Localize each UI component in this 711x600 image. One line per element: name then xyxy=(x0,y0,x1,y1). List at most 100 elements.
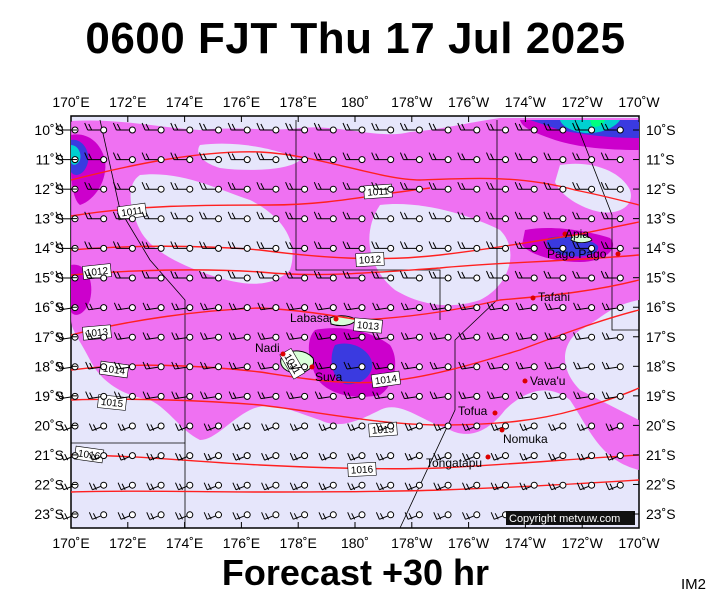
wind-barb xyxy=(313,182,337,193)
wind-barb xyxy=(347,452,366,461)
lat-label-left: 16˚S xyxy=(34,299,64,315)
lon-label-bottom: 178˚E xyxy=(280,535,317,551)
lat-label-right: 16˚S xyxy=(646,299,676,315)
wind-barb xyxy=(170,270,194,282)
lat-label-left: 18˚S xyxy=(34,358,64,374)
place-label-apia: Apia xyxy=(565,227,589,241)
place-label-labasa: Labasa xyxy=(290,311,330,325)
lon-label-top: 174˚E xyxy=(166,94,203,110)
place-dot xyxy=(492,410,498,416)
wind-barb xyxy=(343,332,366,341)
wind-barb xyxy=(433,481,452,491)
wind-barb xyxy=(200,332,222,341)
wind-barb xyxy=(543,122,567,134)
wind-barb xyxy=(261,452,280,461)
wind-barb xyxy=(112,182,136,193)
wind-barb xyxy=(200,302,222,312)
wind-barb xyxy=(117,422,136,431)
wind-barb xyxy=(600,241,624,252)
wind-barb xyxy=(314,391,337,400)
isobar-label: 1012 xyxy=(82,263,112,280)
wind-barb xyxy=(375,422,395,431)
wind-barb xyxy=(285,122,309,134)
wind-barb xyxy=(572,152,596,164)
wind-barb xyxy=(112,211,136,223)
lon-label-top: 176˚W xyxy=(448,94,490,110)
place-markers xyxy=(280,231,621,460)
lon-label-bottom: 170˚E xyxy=(52,535,89,551)
wind-barb xyxy=(342,270,366,282)
wind-barb xyxy=(141,241,165,252)
wind-barb xyxy=(605,481,624,491)
copyright-box: Copyright metvuw.com xyxy=(506,511,635,525)
lat-label-left: 10˚S xyxy=(34,122,64,138)
wind-barb xyxy=(256,182,280,193)
wind-barb xyxy=(490,481,509,491)
wind-barb xyxy=(142,302,165,312)
wind-barb xyxy=(227,152,251,164)
lat-label-right: 20˚S xyxy=(646,417,676,433)
wind-barb xyxy=(601,302,624,312)
wind-barb xyxy=(399,182,423,193)
wind-barb xyxy=(142,332,165,341)
place-labels: Apia Pago Pago Tafahi Labasa Nadi Suva V… xyxy=(255,227,607,470)
place-dot xyxy=(333,316,339,322)
wind-barb xyxy=(112,270,136,282)
wind-barb xyxy=(548,422,567,431)
wind-barb xyxy=(487,332,509,341)
wind-barb xyxy=(88,452,108,461)
wind-barb xyxy=(56,391,79,400)
wind-barb xyxy=(600,211,624,223)
wind-barb xyxy=(60,481,79,491)
wind-barb xyxy=(515,391,538,400)
wind-barb xyxy=(171,302,194,312)
wind-barb xyxy=(544,302,567,312)
place-label-nomuka: Nomuka xyxy=(503,432,548,446)
wind-barb xyxy=(141,211,165,223)
wind-barb xyxy=(543,182,567,193)
wind-barb xyxy=(457,152,481,164)
wind-barb xyxy=(347,481,366,491)
lat-label-right: 19˚S xyxy=(646,388,676,404)
wind-barb xyxy=(572,270,596,282)
wind-barb xyxy=(171,391,194,400)
lon-label-bottom: 174˚W xyxy=(505,535,547,551)
wind-barb xyxy=(486,241,509,252)
wind-barb xyxy=(146,452,165,461)
wind-barb xyxy=(457,182,481,193)
wind-barb xyxy=(375,452,395,461)
wind-barb xyxy=(428,270,452,282)
lat-label-right: 15˚S xyxy=(646,270,676,286)
wind-barb xyxy=(85,302,108,312)
wind-barb xyxy=(261,511,280,520)
wind-barb xyxy=(457,270,481,282)
place-label-vavau: Vava'u xyxy=(530,374,565,388)
forecast-label: Forecast +30 hr xyxy=(221,552,490,593)
wind-barb xyxy=(343,361,366,371)
wind-barb xyxy=(372,391,395,400)
lat-label-left: 20˚S xyxy=(34,417,64,433)
isobar-label: 1013 xyxy=(353,317,383,334)
wind-barb xyxy=(457,122,481,134)
place-dot xyxy=(562,231,568,237)
wind-barb xyxy=(514,270,538,282)
wind-barb xyxy=(232,511,251,520)
wind-barb xyxy=(232,481,251,491)
wind-barb xyxy=(544,391,567,400)
wind-barb xyxy=(543,211,567,223)
wind-barb xyxy=(88,481,108,491)
wind-barb xyxy=(458,302,481,312)
lat-label-left: 23˚S xyxy=(34,506,64,522)
wind-barb xyxy=(228,302,251,312)
wind-barb xyxy=(256,152,280,164)
wind-barb xyxy=(88,422,108,431)
wind-barb xyxy=(318,511,337,520)
wind-barb xyxy=(146,422,165,431)
wind-barb xyxy=(375,481,395,491)
wind-barb xyxy=(399,211,423,223)
wind-barb xyxy=(170,211,194,223)
wind-barb xyxy=(227,182,251,193)
wind-barb xyxy=(232,452,251,461)
wind-barb xyxy=(203,452,222,461)
wind-barb xyxy=(400,361,423,371)
